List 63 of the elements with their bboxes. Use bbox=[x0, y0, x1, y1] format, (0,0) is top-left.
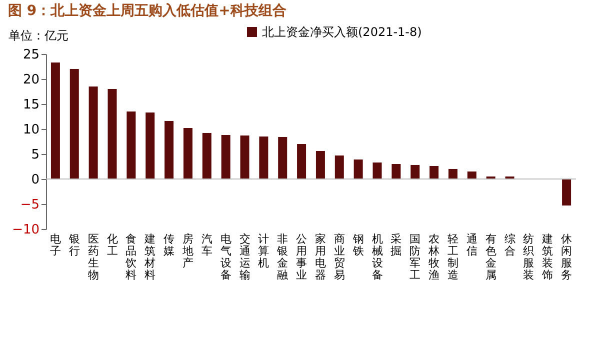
bar bbox=[354, 160, 363, 179]
bar bbox=[430, 166, 439, 179]
bar bbox=[297, 144, 306, 179]
x-tick-label: 综合 bbox=[504, 232, 516, 258]
x-tick-label: 非银金融 bbox=[276, 232, 288, 282]
x-tick-label: 化工 bbox=[106, 232, 118, 258]
x-tick-label: 农林牧渔 bbox=[428, 232, 440, 282]
x-tick-label: 家用电器 bbox=[314, 232, 326, 282]
x-tick-label: 休闲服务 bbox=[561, 232, 572, 282]
legend-label: 北上资金净买入额(2021-1-8) bbox=[262, 25, 422, 39]
bar bbox=[108, 89, 117, 179]
bar bbox=[259, 136, 268, 179]
x-tick-label: 轻工制造 bbox=[447, 232, 458, 282]
y-tick-label: 15 bbox=[22, 98, 40, 112]
x-tick-label: 医药生物 bbox=[88, 232, 99, 282]
x-tick-label: 汽车 bbox=[201, 232, 212, 258]
y-tick-label: 20 bbox=[22, 72, 40, 88]
x-tick-label: 电气设备 bbox=[220, 232, 232, 282]
chart-title: 图 9：北上资金上周五购入低估值+科技组合 bbox=[8, 3, 286, 19]
bar bbox=[410, 165, 420, 179]
bar bbox=[164, 121, 174, 179]
x-tick-label: 机械设备 bbox=[372, 232, 383, 282]
bar bbox=[202, 133, 212, 179]
x-tick-label: 电子 bbox=[50, 232, 61, 258]
x-tick-label: 钢铁 bbox=[352, 232, 364, 258]
x-tick-label: 房地产 bbox=[181, 232, 194, 270]
y-tick-label: 0 bbox=[31, 172, 40, 188]
bar bbox=[316, 151, 325, 179]
x-tick-label: 传媒 bbox=[164, 232, 175, 258]
bar bbox=[183, 128, 192, 179]
y-tick-label: −5 bbox=[20, 198, 40, 212]
bar bbox=[146, 112, 155, 179]
bar bbox=[392, 164, 401, 179]
x-tick-label: 交通运输 bbox=[239, 232, 250, 282]
bar bbox=[467, 172, 476, 179]
x-tick-label: 采掘 bbox=[390, 232, 402, 258]
y-tick-label: 10 bbox=[22, 122, 40, 138]
x-tick-label: 有色金属 bbox=[485, 232, 496, 282]
bar bbox=[372, 162, 382, 179]
bar bbox=[70, 69, 79, 179]
bar bbox=[126, 112, 136, 179]
bar bbox=[448, 169, 458, 179]
x-tick-label: 商业贸易 bbox=[334, 232, 345, 282]
bar bbox=[562, 179, 572, 206]
y-axis-title: 单位：亿元 bbox=[8, 28, 68, 42]
x-tick-label: 国防军工 bbox=[410, 232, 421, 282]
x-tick-label: 计算机 bbox=[258, 232, 270, 270]
x-tick-label: 纺织服装 bbox=[523, 232, 534, 282]
x-tick-label: 建筑装饰 bbox=[541, 232, 554, 282]
x-tick-label: 公用事业 bbox=[296, 232, 308, 282]
bar bbox=[334, 156, 344, 179]
bar bbox=[88, 86, 98, 179]
bar bbox=[50, 62, 60, 179]
y-tick-label: −10 bbox=[12, 222, 40, 238]
x-tick-label: 食品饮料 bbox=[124, 232, 137, 282]
x-tick-label: 通信 bbox=[466, 232, 478, 258]
x-tick-label: 银行 bbox=[68, 232, 80, 258]
bar bbox=[240, 136, 250, 179]
bar bbox=[278, 137, 288, 179]
bar bbox=[221, 135, 230, 179]
y-tick-label: 25 bbox=[22, 48, 40, 62]
x-tick-label: 建筑材料 bbox=[144, 232, 156, 282]
y-tick-label: 5 bbox=[31, 148, 40, 162]
